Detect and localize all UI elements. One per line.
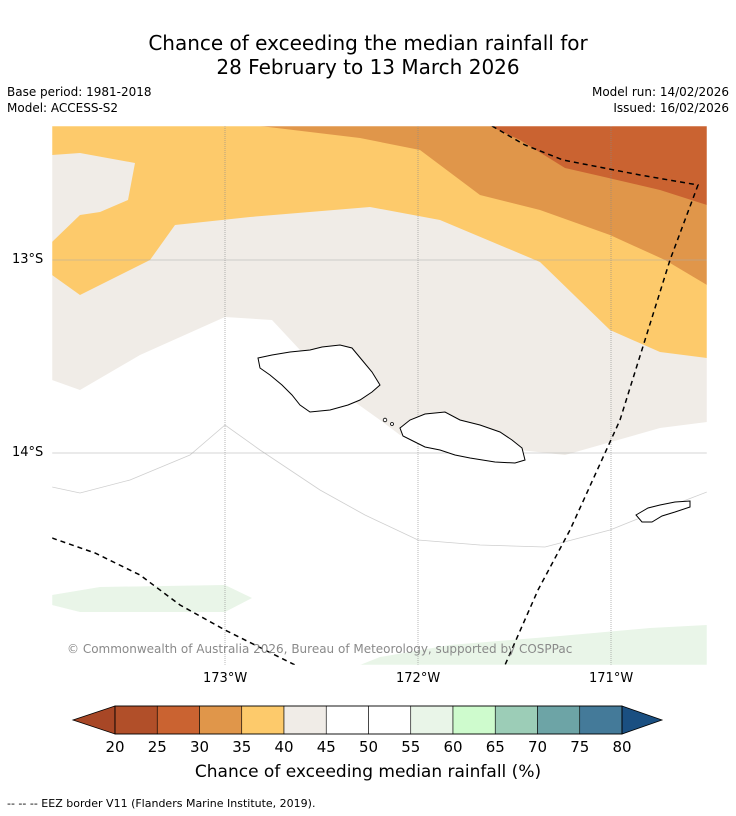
colorbar-tick-label: 60 bbox=[443, 738, 463, 756]
colorbar-cell bbox=[537, 705, 581, 735]
island-small-2 bbox=[390, 422, 394, 426]
colorbar-tick-label: 50 bbox=[358, 738, 379, 756]
colorbar-tick-label: 40 bbox=[274, 738, 294, 756]
island-tutuila bbox=[635, 500, 691, 523]
colorbar-tick-label: 20 bbox=[105, 738, 125, 756]
title-line-2: 28 February to 13 March 2026 bbox=[216, 55, 520, 79]
colorbar-high-arrow bbox=[621, 705, 664, 735]
colorbar-cell bbox=[156, 705, 200, 735]
colorbar-cell bbox=[410, 705, 454, 735]
colorbar bbox=[71, 705, 664, 735]
colorbar-tick-label: 25 bbox=[147, 738, 167, 756]
lon-label-173w: 173°W bbox=[203, 671, 248, 686]
colorbar-tick-label: 55 bbox=[401, 738, 421, 756]
map-area bbox=[52, 126, 707, 665]
eez-border-tonga bbox=[52, 537, 296, 665]
colorbar-label: Chance of exceeding median rainfall (%) bbox=[194, 762, 542, 782]
colorbar-cell bbox=[241, 705, 285, 735]
colorbar-tick-label: 45 bbox=[316, 738, 336, 756]
issued-date: Issued: 16/02/2026 bbox=[613, 101, 729, 115]
island-savaii bbox=[257, 344, 381, 413]
colorbar-tick-label: 65 bbox=[485, 738, 505, 756]
island-upolu bbox=[399, 411, 526, 464]
colorbar-cell bbox=[452, 705, 496, 735]
colorbar-cell bbox=[325, 705, 369, 735]
colorbar-tick-label: 70 bbox=[527, 738, 548, 756]
colorbar-cell bbox=[199, 705, 243, 735]
rain-zone-55-60-se bbox=[360, 625, 707, 665]
colorbar-cell bbox=[368, 705, 412, 735]
lon-label-171w: 171°W bbox=[589, 671, 634, 686]
colorbar-cell bbox=[283, 705, 327, 735]
model-run: Model run: 14/02/2026 bbox=[591, 85, 729, 99]
colorbar-low-arrow bbox=[71, 705, 116, 735]
colorbar-tick-label: 80 bbox=[612, 738, 632, 756]
rain-zone-55-60-sw bbox=[52, 585, 252, 612]
colorbar-cell bbox=[494, 705, 538, 735]
copyright-notice: © Commonwealth of Australia 2026, Bureau… bbox=[67, 642, 573, 656]
colorbar-cell bbox=[579, 705, 623, 735]
eez-border-american-samoa bbox=[491, 126, 700, 665]
lat-label-14s: 14°S bbox=[12, 445, 44, 460]
eez-footnote: -- -- -- EEZ border V11 (Flanders Marine… bbox=[7, 797, 316, 810]
colorbar-tick-label: 75 bbox=[570, 738, 590, 756]
island-small-1 bbox=[382, 417, 388, 423]
lat-label-13s: 13°S bbox=[12, 252, 44, 267]
rain-zone-45-50-inlet bbox=[52, 153, 135, 242]
model-name: Model: ACCESS-S2 bbox=[7, 101, 119, 115]
map-frame bbox=[51, 125, 708, 666]
rain-zone-30-35 bbox=[490, 126, 707, 205]
colorbar-cell bbox=[114, 705, 158, 735]
title-line-1: Chance of exceeding the median rainfall … bbox=[148, 31, 588, 55]
lon-label-172w: 172°W bbox=[396, 671, 441, 686]
colorbar-tick-label: 35 bbox=[232, 738, 252, 756]
contour-line bbox=[52, 424, 707, 548]
base-period: Base period: 1981-2018 bbox=[7, 85, 152, 99]
colorbar-tick-label: 30 bbox=[189, 738, 210, 756]
colorbar-frame bbox=[114, 705, 623, 735]
